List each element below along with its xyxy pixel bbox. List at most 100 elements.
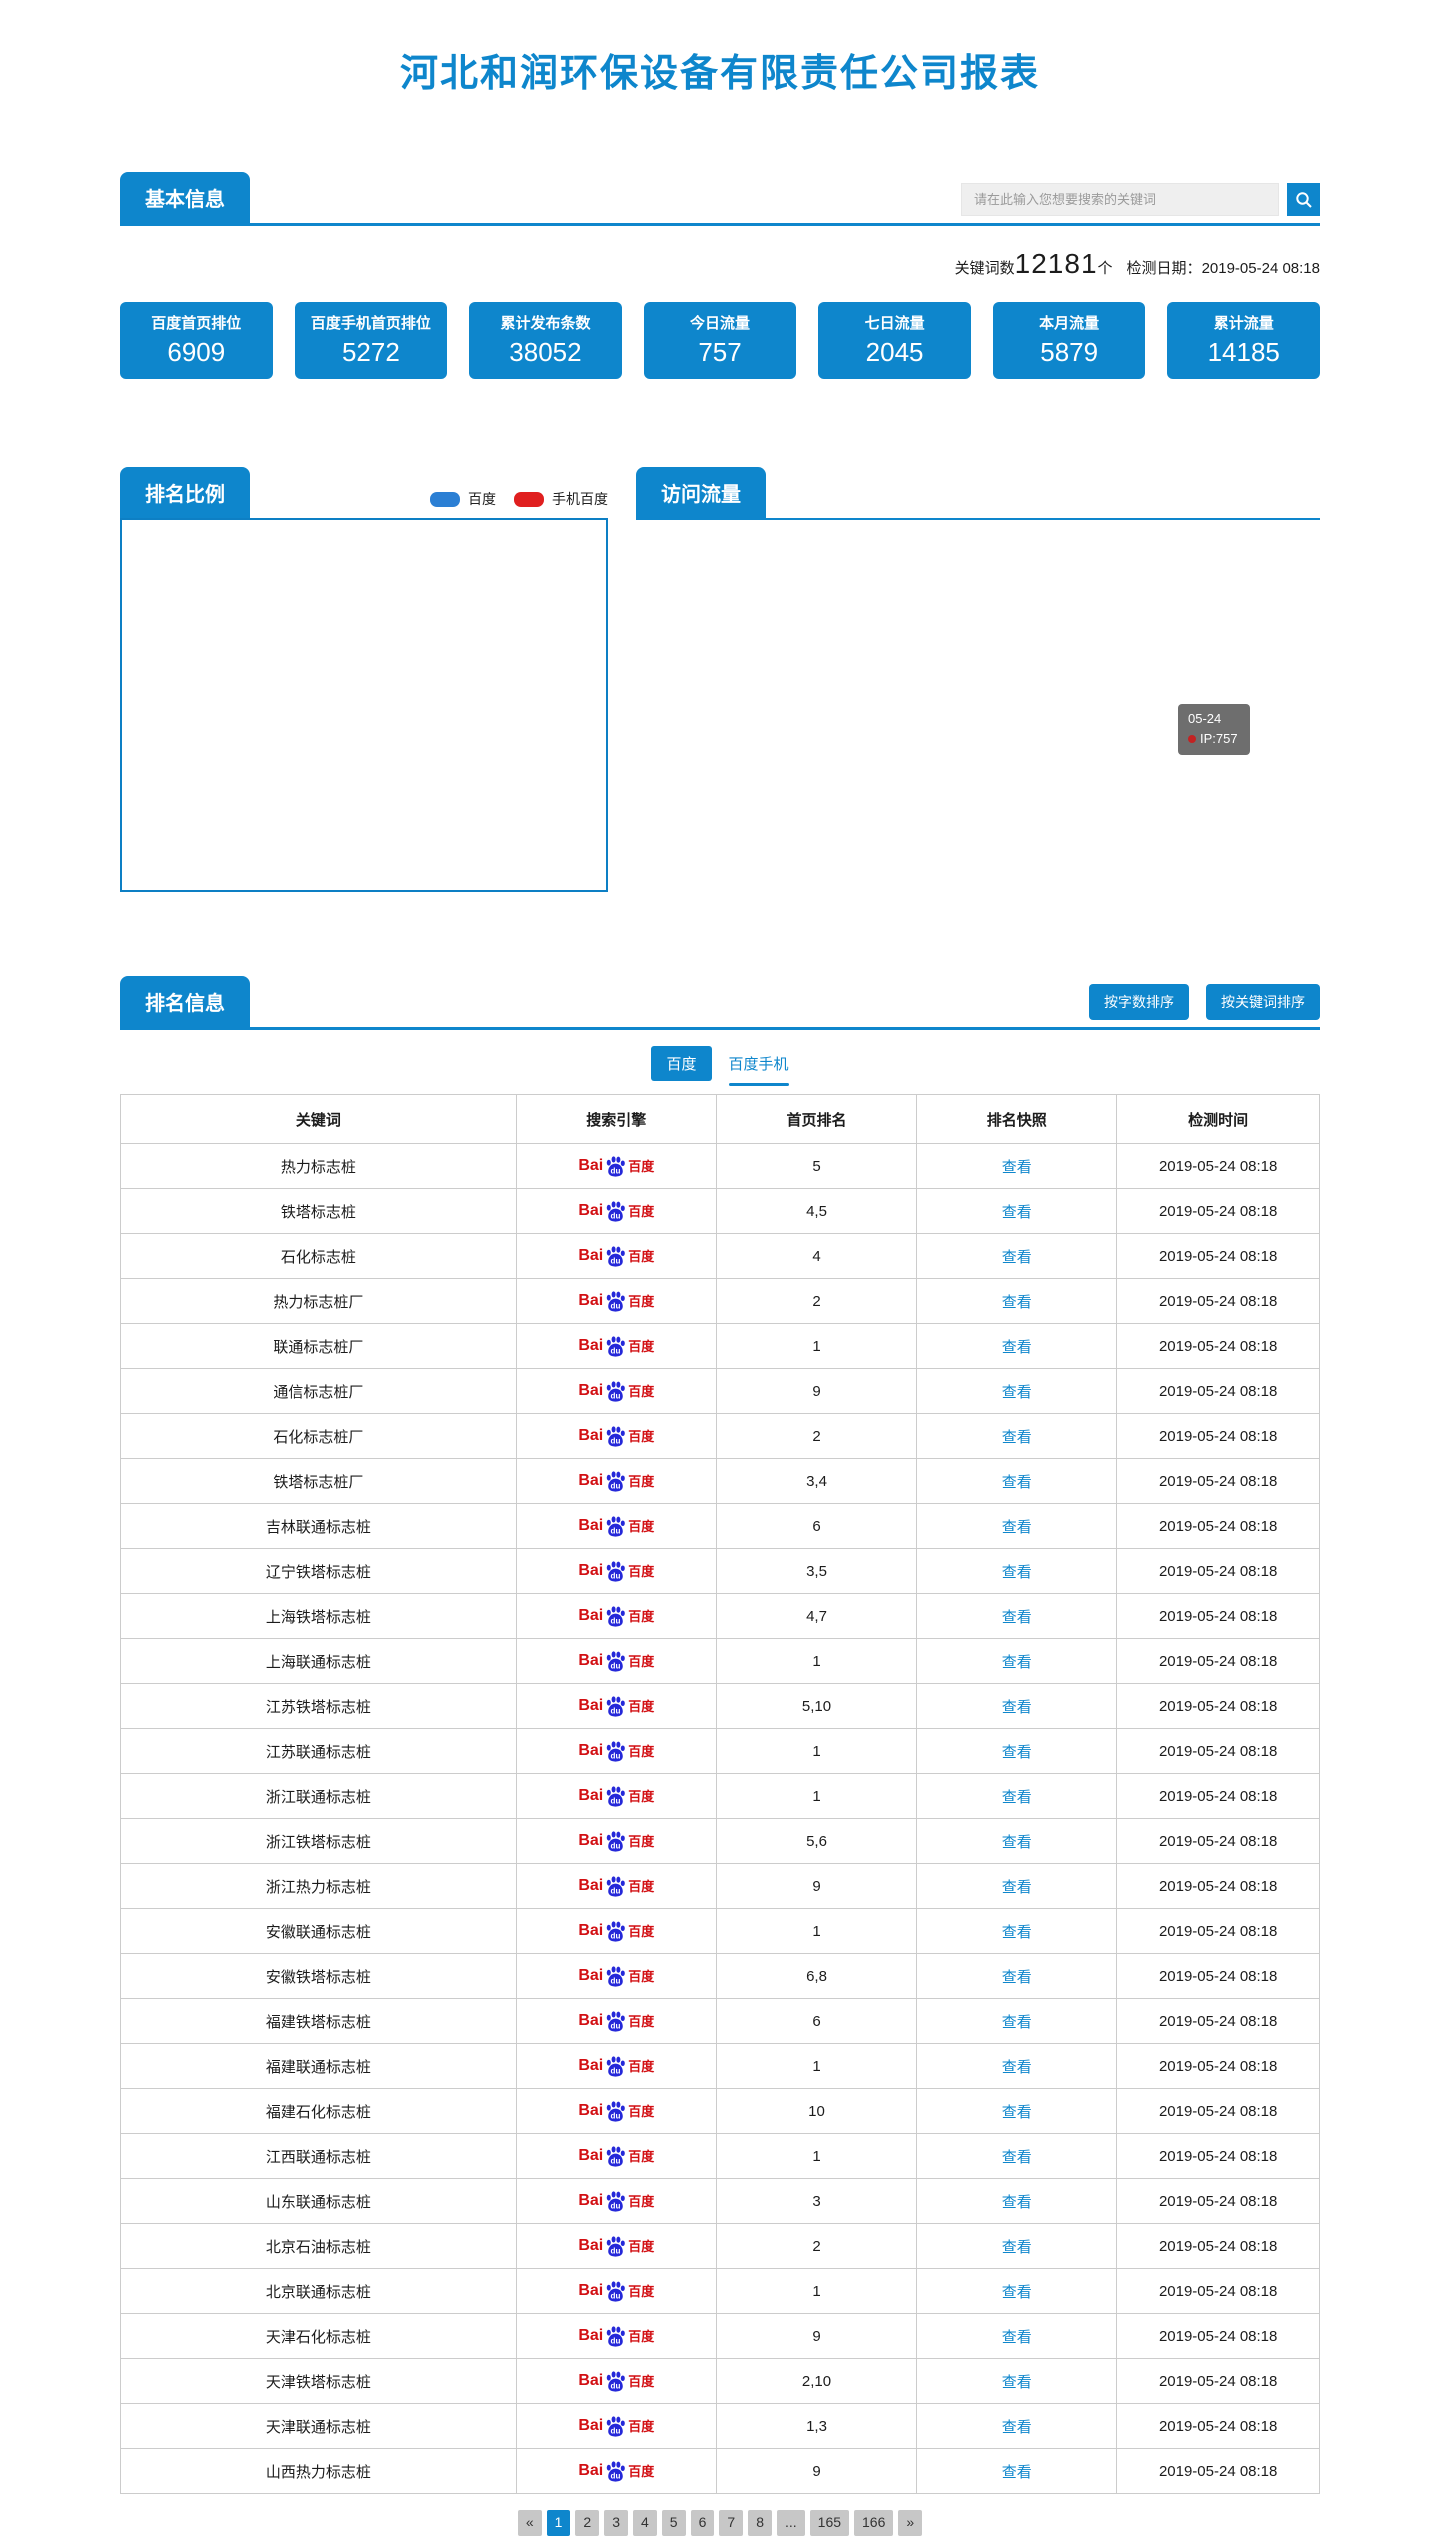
view-snapshot-link[interactable]: 查看 — [1001, 2238, 1032, 2256]
snapshot-cell: 查看 — [916, 1863, 1118, 1909]
search-button[interactable] — [1287, 183, 1320, 216]
view-snapshot-link[interactable]: 查看 — [1001, 1158, 1032, 1176]
view-snapshot-link[interactable]: 查看 — [1001, 1473, 1032, 1491]
legend-item[interactable]: 手机百度 — [514, 489, 608, 509]
engine-cell: Bai du 百度 — [515, 1278, 717, 1324]
svg-text:du: du — [611, 2471, 621, 2480]
rank-cell: 2 — [715, 1413, 918, 1459]
baidu-logo: Bai du 百度 — [578, 2100, 654, 2123]
view-snapshot-link[interactable]: 查看 — [1001, 1923, 1032, 1941]
baidu-logo-bai: Bai — [578, 1202, 604, 1219]
view-snapshot-link[interactable]: 查看 — [1001, 1338, 1032, 1356]
page-button[interactable]: 2 — [575, 2510, 600, 2536]
page-button[interactable]: 8 — [748, 2510, 772, 2536]
page-button[interactable]: 165 — [809, 2510, 850, 2536]
tab-ranking-info[interactable]: 排名信息 — [120, 976, 250, 1027]
view-snapshot-link[interactable]: 查看 — [1001, 2058, 1032, 2076]
stat-card[interactable]: 今日流量 757 — [643, 302, 797, 379]
time-cell: 2019-05-24 08:18 — [1116, 2313, 1320, 2359]
page-button[interactable]: 1 — [546, 2510, 571, 2536]
stat-card[interactable]: 累计流量 14185 — [1167, 302, 1321, 379]
stat-card[interactable]: 七日流量 2045 — [818, 302, 971, 379]
time-cell: 2019-05-24 08:18 — [1116, 1818, 1320, 1864]
page-button[interactable]: 5 — [661, 2510, 686, 2536]
page-button[interactable]: « — [517, 2510, 542, 2536]
stat-card[interactable]: 累计发布条数 38052 — [469, 302, 622, 379]
baidu-logo: Bai du 百度 — [578, 1830, 654, 1853]
view-snapshot-link[interactable]: 查看 — [1001, 2418, 1032, 2436]
view-snapshot-link[interactable]: 查看 — [1001, 2193, 1032, 2211]
view-snapshot-link[interactable]: 查看 — [1001, 1698, 1032, 1716]
rank-cell: 1 — [715, 1323, 918, 1369]
time-cell: 2019-05-24 08:18 — [1116, 1998, 1320, 2044]
baidu-logo-bai: Bai — [578, 2237, 604, 2254]
view-snapshot-link[interactable]: 查看 — [1001, 1203, 1032, 1221]
tab-basic-info[interactable]: 基本信息 — [120, 172, 250, 223]
engine-cell: Bai du 百度 — [515, 1953, 717, 1999]
snapshot-cell: 查看 — [916, 2448, 1118, 2494]
chart-legend: 百度 手机百度 — [412, 489, 608, 509]
view-snapshot-link[interactable]: 查看 — [1001, 2283, 1032, 2301]
time-cell: 2019-05-24 08:18 — [1116, 1683, 1320, 1729]
view-snapshot-link[interactable]: 查看 — [1001, 1833, 1032, 1851]
tab-ranking-ratio[interactable]: 排名比例 — [120, 467, 250, 518]
tab-traffic[interactable]: 访问流量 — [636, 467, 766, 518]
view-snapshot-link[interactable]: 查看 — [1001, 2013, 1032, 2031]
view-snapshot-link[interactable]: 查看 — [1001, 2328, 1032, 2346]
sort-button[interactable]: 按字数排序 — [1089, 984, 1189, 1020]
page-button[interactable]: 166 — [854, 2510, 894, 2536]
keyword-meta-line: 关键词数12181个 检测日期：2019-05-24 08:18 — [120, 248, 1320, 280]
baidu-logo: Bai du 百度 — [578, 1965, 654, 1988]
view-snapshot-link[interactable]: 查看 — [1001, 1293, 1032, 1311]
legend-item[interactable]: 百度 — [430, 489, 496, 509]
table-row: 天津联通标志桩 Bai du 百度 — [120, 2403, 1320, 2449]
baidu-paw-icon: du — [606, 2055, 626, 2077]
sort-button[interactable]: 按关键词排序 — [1206, 984, 1320, 1020]
search-input[interactable] — [961, 183, 1279, 216]
baidu-logo-cn: 百度 — [628, 2238, 655, 2254]
view-snapshot-link[interactable]: 查看 — [1001, 1743, 1032, 1761]
snapshot-cell: 查看 — [916, 1998, 1118, 2044]
view-snapshot-link[interactable]: 查看 — [1001, 1968, 1032, 1986]
time-cell: 2019-05-24 08:18 — [1116, 1233, 1320, 1279]
view-snapshot-link[interactable]: 查看 — [1001, 1878, 1032, 1896]
svg-text:du: du — [611, 1661, 621, 1670]
stat-card[interactable]: 百度手机首页排位 5272 — [294, 302, 448, 379]
svg-text:du: du — [611, 1256, 621, 1265]
time-cell: 2019-05-24 08:18 — [1116, 1548, 1320, 1594]
view-snapshot-link[interactable]: 查看 — [1001, 1608, 1032, 1626]
svg-text:du: du — [611, 1841, 621, 1850]
page-button[interactable]: 6 — [690, 2510, 715, 2536]
view-snapshot-link[interactable]: 查看 — [1001, 1248, 1032, 1266]
time-cell: 2019-05-24 08:18 — [1116, 1413, 1320, 1459]
view-snapshot-link[interactable]: 查看 — [1001, 1788, 1032, 1806]
baidu-logo-bai: Bai — [578, 1517, 604, 1534]
view-snapshot-link[interactable]: 查看 — [1001, 1653, 1032, 1671]
report-page: 河北和润环保设备有限责任公司报表 基本信息 关键词数12181个检测日期：201… — [120, 0, 1321, 2536]
svg-text:du: du — [611, 2291, 621, 2300]
view-snapshot-link[interactable]: 查看 — [1001, 1428, 1032, 1446]
view-snapshot-link[interactable]: 查看 — [1001, 2463, 1032, 2481]
page-button[interactable]: 4 — [633, 2510, 657, 2536]
rank-cell: 4,5 — [715, 1188, 918, 1234]
page-button[interactable]: 7 — [719, 2510, 744, 2536]
stat-card[interactable]: 本月流量 5879 — [992, 302, 1146, 379]
view-snapshot-link[interactable]: 查看 — [1001, 1383, 1032, 1401]
view-snapshot-link[interactable]: 查看 — [1001, 1563, 1032, 1581]
tab-engine-baidu[interactable]: 百度 — [651, 1046, 712, 1081]
rank-cell: 1 — [715, 2268, 918, 2314]
page-button[interactable]: » — [898, 2510, 923, 2536]
view-snapshot-link[interactable]: 查看 — [1001, 2148, 1032, 2166]
view-snapshot-link[interactable]: 查看 — [1001, 2373, 1032, 2391]
engine-cell: Bai du 百度 — [515, 2448, 717, 2494]
tab-engine-baidu-mobile[interactable]: 百度手机 — [728, 1046, 789, 1086]
view-snapshot-link[interactable]: 查看 — [1001, 2103, 1032, 2121]
engine-cell: Bai du 百度 — [515, 2403, 717, 2449]
page-button[interactable]: ... — [776, 2510, 805, 2536]
page-button[interactable]: 3 — [604, 2510, 628, 2536]
stat-card[interactable]: 百度首页排位 6909 — [120, 302, 273, 379]
baidu-paw-icon: du — [606, 1560, 626, 1582]
table-row: 上海联通标志桩 Bai du 百度 — [120, 1638, 1320, 1684]
view-snapshot-link[interactable]: 查看 — [1001, 1518, 1032, 1536]
snapshot-cell: 查看 — [916, 2403, 1118, 2449]
